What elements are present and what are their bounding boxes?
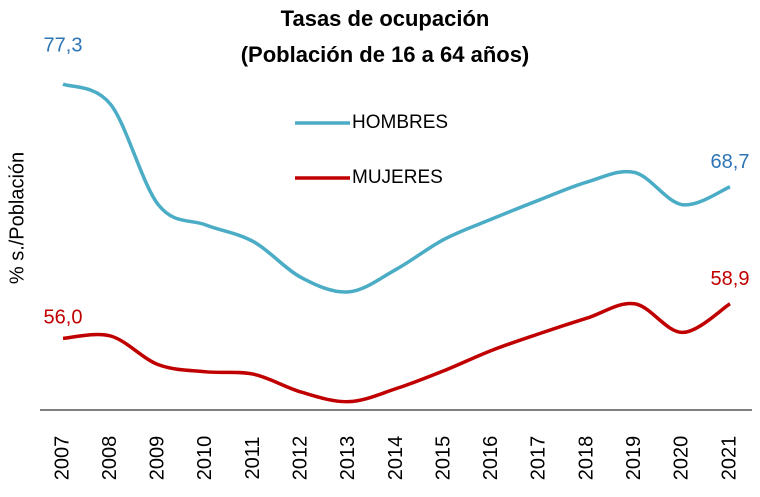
x-tick-label: 2016 [480, 436, 502, 481]
x-tick-label: 2009 [147, 436, 169, 481]
chart-title: Tasas de ocupación [281, 6, 490, 31]
data-label: 58,9 [711, 268, 750, 290]
legend-label: MUJERES [352, 167, 443, 188]
y-axis-label: % s./Población [6, 152, 28, 284]
data-label: 68,7 [711, 151, 750, 173]
data-label: 56,0 [44, 307, 83, 329]
data-label: 77,3 [44, 34, 83, 56]
x-tick-label: 2008 [99, 436, 121, 481]
x-tick-label: 2011 [242, 436, 264, 479]
x-tick-label: 2018 [575, 436, 597, 481]
line-series [62, 82, 731, 294]
x-tick-label: 2014 [385, 436, 407, 481]
x-tick-label: 2020 [671, 436, 693, 481]
x-tick-label: 2010 [194, 436, 216, 481]
x-tick-label: 2021 [718, 436, 740, 481]
legend-label: HOMBRES [352, 112, 448, 133]
chart-subtitle: (Población de 16 a 64 años) [241, 42, 530, 67]
x-tick-label: 2019 [623, 436, 645, 481]
x-tick-label: 2012 [289, 436, 311, 481]
x-tick-label: 2007 [51, 436, 73, 481]
line-series [62, 301, 731, 404]
x-tick-label: 2017 [528, 436, 550, 481]
x-tick-label: 2013 [337, 436, 359, 481]
x-tick-label: 2015 [432, 436, 454, 481]
